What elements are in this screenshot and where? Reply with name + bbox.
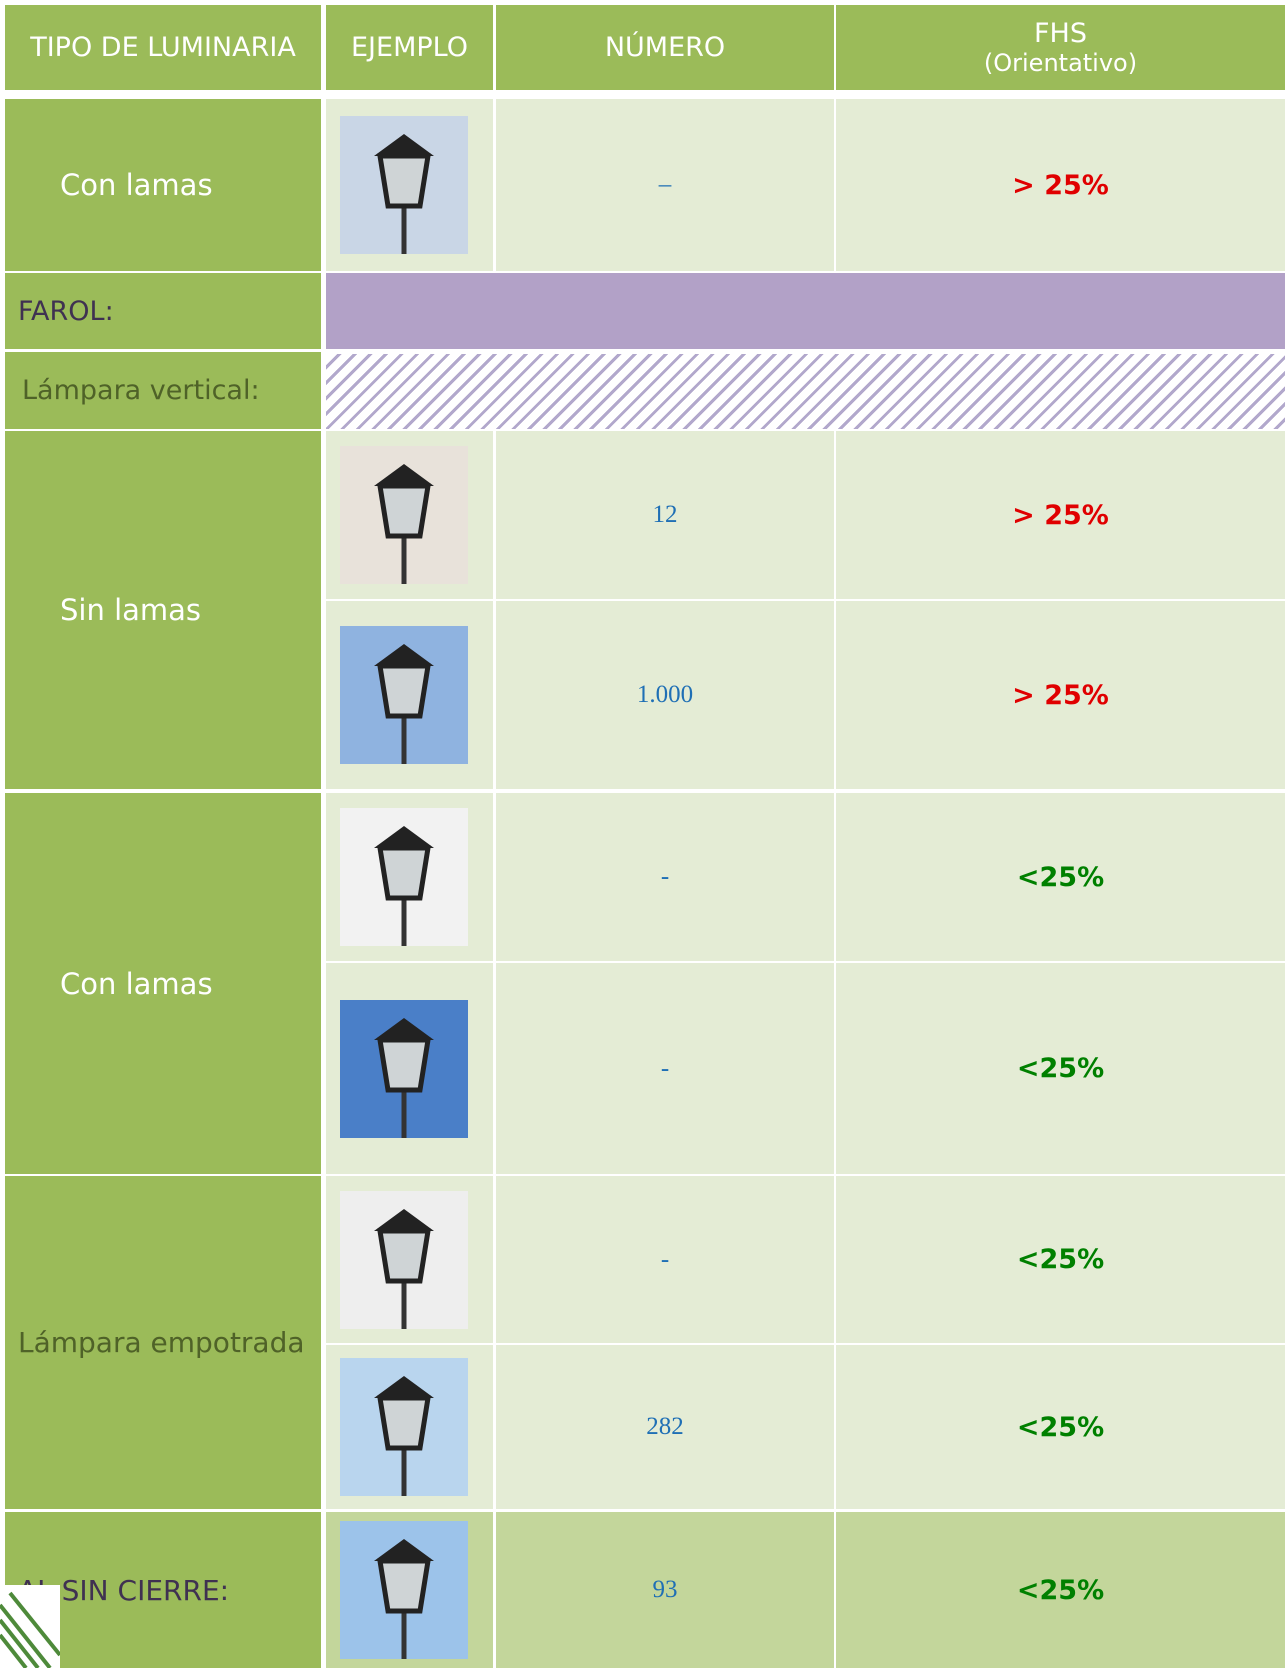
example-cell [326, 1512, 493, 1668]
number-cell: – [496, 99, 834, 271]
lamp-photo [340, 1521, 468, 1659]
fhs-value: > 25% [1012, 170, 1109, 201]
example-cell [326, 1345, 493, 1509]
fhs-value: <25% [1017, 1053, 1104, 1084]
cell-text: Con lamas [60, 967, 213, 1001]
cell-text: EJEMPLO [351, 32, 468, 63]
cell-text: Lámpara vertical: [22, 375, 260, 406]
example-cell [326, 601, 493, 789]
header-cell: EJEMPLO [326, 5, 493, 90]
number-cell: 282 [496, 1345, 834, 1509]
example-cell [326, 793, 493, 961]
fhs-cell: <25% [836, 1345, 1285, 1509]
cell-text: Con lamas [60, 168, 213, 202]
example-cell [326, 99, 493, 271]
cell-text: FHS [1034, 18, 1087, 49]
number: 12 [653, 501, 678, 529]
lamp-photo [340, 808, 468, 946]
cell-text: FAROL: [18, 296, 114, 327]
header-cell: TIPO DE LUMINARIA [5, 5, 321, 90]
cell-text: Lámpara empotrada [18, 1326, 305, 1359]
group-label: Lámpara empotrada [5, 1176, 321, 1509]
group-label: Sin lamas [5, 431, 321, 789]
number-cell: - [496, 793, 834, 961]
number-cell: - [496, 1176, 834, 1343]
number: - [661, 863, 669, 891]
fhs-cell: > 25% [836, 431, 1285, 599]
group-label: Con lamas [5, 99, 321, 271]
fhs-value: <25% [1017, 862, 1104, 893]
section-label: FAROL: [5, 273, 321, 349]
logo [0, 1585, 60, 1668]
number-cell: 12 [496, 431, 834, 599]
page: TIPO DE LUMINARIA EJEMPLO NÚMERO FHS(Orient… [0, 0, 1287, 1668]
lamp-photo [340, 1000, 468, 1138]
fhs-cell: <25% [836, 1176, 1285, 1343]
group-label: Con lamas [5, 793, 321, 1174]
number: - [661, 1055, 669, 1083]
lamp-photo [340, 446, 468, 584]
lamp-photo [340, 116, 468, 254]
fhs-value: <25% [1017, 1412, 1104, 1443]
header-cell: NÚMERO [496, 5, 834, 90]
fhs-cell: <25% [836, 793, 1285, 961]
example-cell [326, 431, 493, 599]
number: 93 [653, 1576, 678, 1604]
section-label: Lámpara vertical: [5, 352, 321, 429]
number: – [659, 171, 672, 199]
lamp-photo [340, 626, 468, 764]
header-cell: FHS(Orientativo) [836, 5, 1285, 90]
example-cell [326, 963, 493, 1174]
lamp-photo [340, 1358, 468, 1496]
example-cell [326, 1176, 493, 1343]
fhs-value: <25% [1017, 1244, 1104, 1275]
fhs-value: <25% [1017, 1575, 1104, 1606]
cell-text: NÚMERO [605, 32, 725, 63]
number: 1.000 [637, 681, 693, 709]
number-cell: 1.000 [496, 601, 834, 789]
fhs-value: > 25% [1012, 500, 1109, 531]
number-cell: 93 [496, 1512, 834, 1668]
number-cell: - [496, 963, 834, 1174]
number: - [661, 1246, 669, 1274]
hatch-band [326, 354, 1285, 429]
fhs-cell: > 25% [836, 601, 1285, 789]
fhs-cell: <25% [836, 1512, 1285, 1668]
section-band [326, 273, 1285, 349]
lamp-photo [340, 1191, 468, 1329]
cell-text: TIPO DE LUMINARIA [30, 32, 296, 63]
fhs-cell: > 25% [836, 99, 1285, 271]
number: 282 [646, 1413, 684, 1441]
cell-text: Sin lamas [60, 593, 201, 627]
fhs-cell: <25% [836, 963, 1285, 1174]
header-note: (Orientativo) [984, 49, 1137, 77]
fhs-value: > 25% [1012, 680, 1109, 711]
